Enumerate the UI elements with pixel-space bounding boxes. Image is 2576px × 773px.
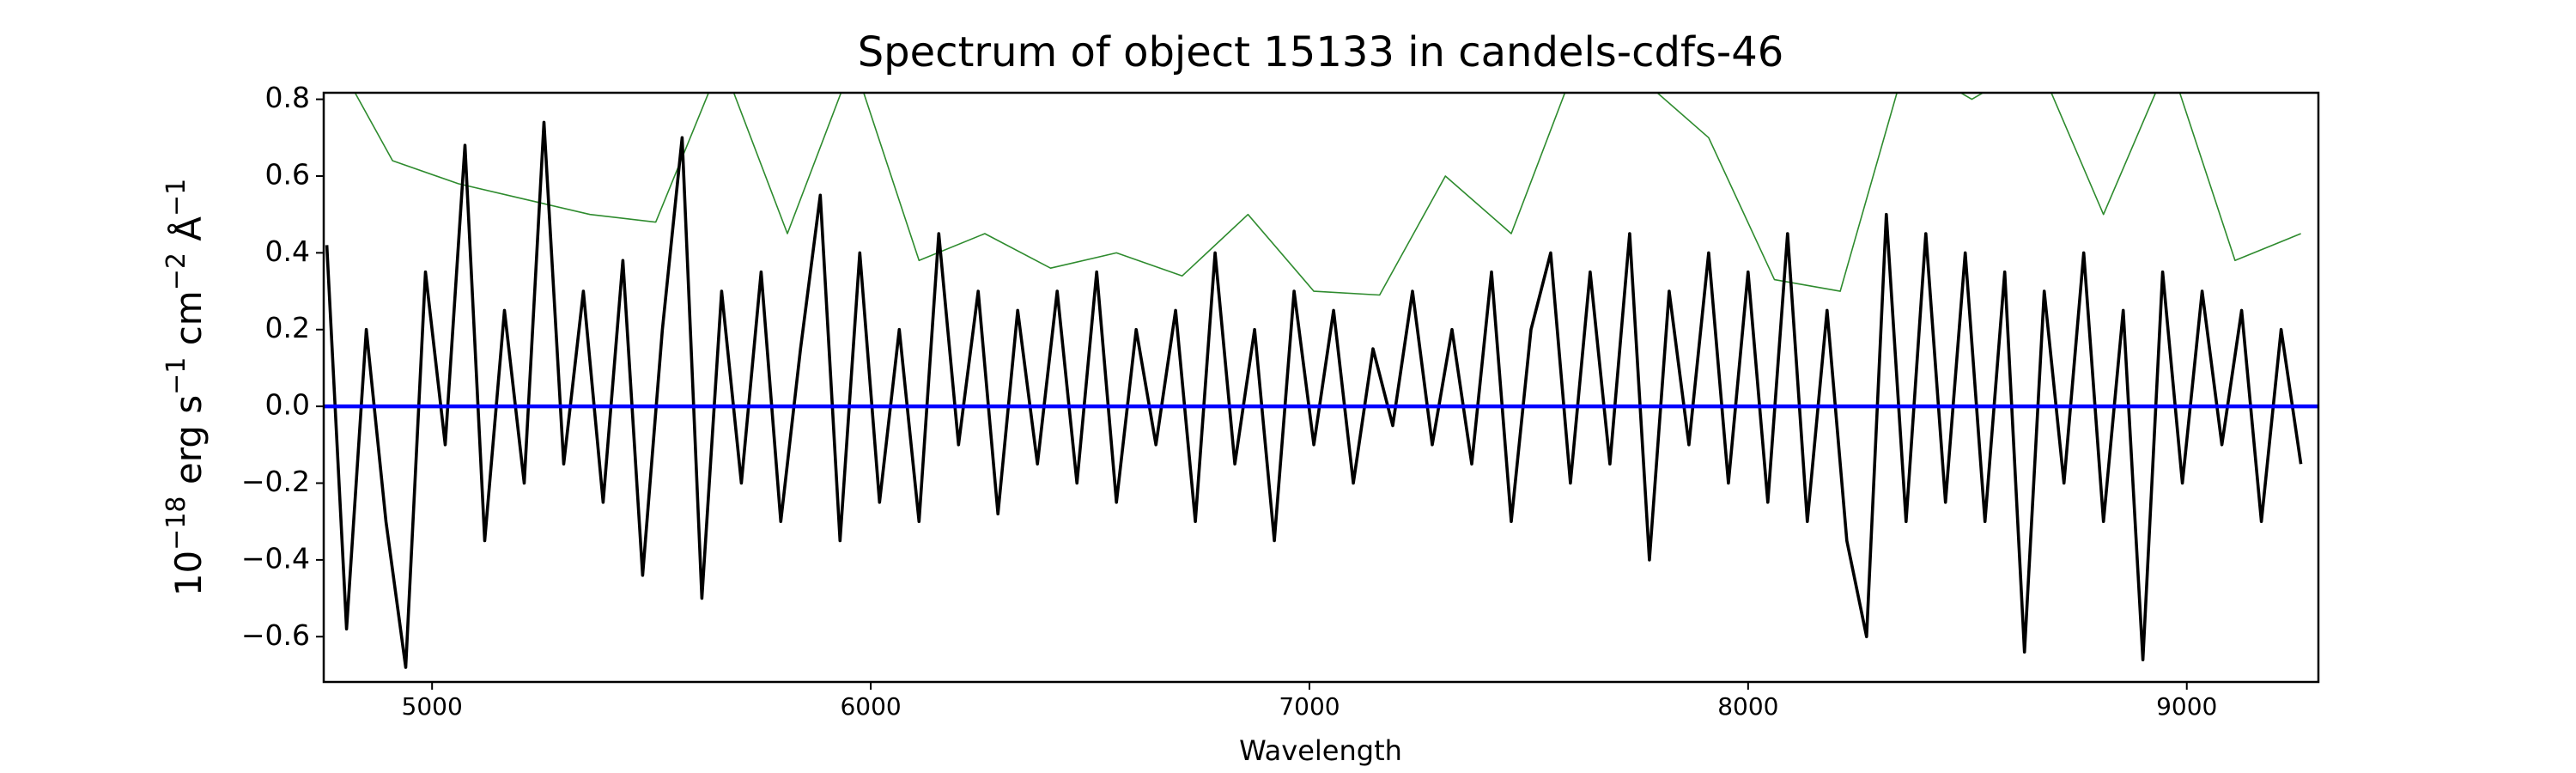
x-tick-label: 9000 bbox=[2156, 692, 2217, 721]
y-tick-label: 0.0 bbox=[265, 388, 310, 422]
x-tick-label: 7000 bbox=[1279, 692, 1340, 721]
y-tick-label: 0.2 bbox=[265, 311, 310, 344]
y-tick-label: −0.6 bbox=[241, 618, 310, 652]
plot-lines bbox=[324, 93, 2318, 669]
y-tick-label: −0.4 bbox=[241, 541, 310, 575]
x-tick-label: 5000 bbox=[402, 692, 463, 721]
y-axis-label-part: Å bbox=[167, 216, 210, 253]
y-axis-label-part: erg s bbox=[167, 395, 210, 496]
y-axis-label-part: cm bbox=[167, 290, 210, 356]
y-axis-label-part: −18 bbox=[161, 496, 191, 551]
y-tick-label: 0.6 bbox=[265, 157, 310, 191]
plot-frame bbox=[322, 91, 2320, 684]
x-tick-label: 8000 bbox=[1717, 692, 1778, 721]
y-tick-label: −0.2 bbox=[241, 465, 310, 498]
y-axis-label-part: −2 bbox=[161, 253, 191, 290]
chart-title: Spectrum of object 15133 in candels-cdfs… bbox=[858, 28, 1784, 76]
y-axis-label: 10−18 erg s−1 cm−2 Å−1 bbox=[161, 179, 210, 597]
y-axis-label-part: −1 bbox=[161, 357, 191, 395]
spectrum-line bbox=[354, 93, 2301, 296]
y-axis-label-part: −1 bbox=[161, 179, 191, 216]
y-tick-label: 0.4 bbox=[265, 234, 310, 268]
y-axis-label-part: 10 bbox=[167, 551, 210, 596]
x-tick-label: 6000 bbox=[840, 692, 901, 721]
x-axis-label: Wavelength bbox=[1239, 734, 1402, 767]
spectrum-line bbox=[325, 120, 2303, 669]
y-tick-label: 0.8 bbox=[265, 81, 310, 114]
